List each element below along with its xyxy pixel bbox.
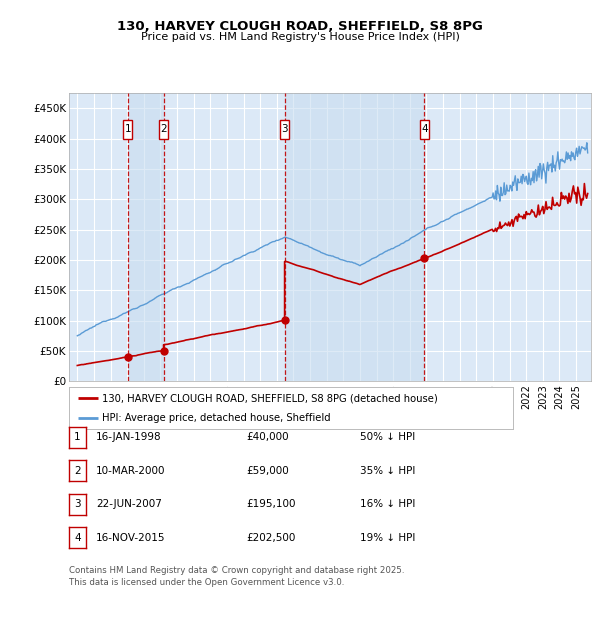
Text: 16% ↓ HPI: 16% ↓ HPI: [360, 499, 415, 509]
Text: This data is licensed under the Open Government Licence v3.0.: This data is licensed under the Open Gov…: [69, 578, 344, 587]
Text: £59,000: £59,000: [246, 466, 289, 476]
Text: Contains HM Land Registry data © Crown copyright and database right 2025.: Contains HM Land Registry data © Crown c…: [69, 566, 404, 575]
FancyBboxPatch shape: [280, 120, 289, 139]
Text: 16-JAN-1998: 16-JAN-1998: [96, 432, 161, 442]
Text: 130, HARVEY CLOUGH ROAD, SHEFFIELD, S8 8PG (detached house): 130, HARVEY CLOUGH ROAD, SHEFFIELD, S8 8…: [102, 393, 438, 403]
Text: 4: 4: [74, 533, 81, 542]
Text: 3: 3: [281, 125, 288, 135]
Text: 19% ↓ HPI: 19% ↓ HPI: [360, 533, 415, 542]
Bar: [128, 93, 164, 381]
Text: 2: 2: [160, 125, 167, 135]
Text: 1: 1: [74, 432, 81, 442]
Text: £202,500: £202,500: [246, 533, 295, 542]
FancyBboxPatch shape: [419, 120, 429, 139]
Text: 10-MAR-2000: 10-MAR-2000: [96, 466, 166, 476]
Text: 4: 4: [421, 125, 428, 135]
Bar: [284, 93, 424, 381]
Text: 1: 1: [125, 125, 131, 135]
Text: 22-JUN-2007: 22-JUN-2007: [96, 499, 162, 509]
Text: 2: 2: [74, 466, 81, 476]
FancyBboxPatch shape: [123, 120, 133, 139]
Text: 130, HARVEY CLOUGH ROAD, SHEFFIELD, S8 8PG: 130, HARVEY CLOUGH ROAD, SHEFFIELD, S8 8…: [117, 20, 483, 33]
Text: £195,100: £195,100: [246, 499, 296, 509]
Text: Price paid vs. HM Land Registry's House Price Index (HPI): Price paid vs. HM Land Registry's House …: [140, 32, 460, 42]
Text: 3: 3: [74, 499, 81, 509]
Text: 35% ↓ HPI: 35% ↓ HPI: [360, 466, 415, 476]
Text: 50% ↓ HPI: 50% ↓ HPI: [360, 432, 415, 442]
Text: HPI: Average price, detached house, Sheffield: HPI: Average price, detached house, Shef…: [102, 413, 331, 423]
Text: 16-NOV-2015: 16-NOV-2015: [96, 533, 166, 542]
Text: £40,000: £40,000: [246, 432, 289, 442]
FancyBboxPatch shape: [159, 120, 168, 139]
